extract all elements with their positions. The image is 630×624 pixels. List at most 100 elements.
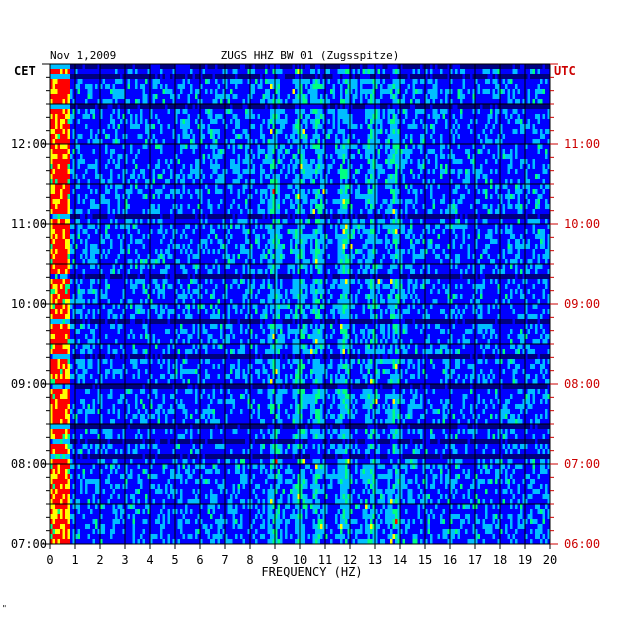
heatmap-cell xyxy=(450,74,453,80)
heatmap-cell xyxy=(525,89,528,95)
heatmap-cell xyxy=(62,124,66,130)
heatmap-cell xyxy=(140,109,143,115)
heatmap-cell xyxy=(230,169,233,175)
heatmap-cell xyxy=(422,124,426,130)
heatmap-cell xyxy=(175,149,178,155)
heatmap-cell xyxy=(322,99,326,105)
heatmap-cell xyxy=(330,64,333,70)
heatmap-cell xyxy=(332,164,336,170)
heatmap-cell xyxy=(237,154,241,160)
heatmap-cell xyxy=(332,134,336,140)
heatmap-cell xyxy=(352,159,356,165)
heatmap-cell xyxy=(490,124,493,130)
heatmap-cell xyxy=(210,164,213,170)
heatmap-cell xyxy=(437,109,441,115)
heatmap-cell xyxy=(137,164,141,170)
heatmap-cell xyxy=(245,114,248,120)
heatmap-cell xyxy=(152,64,156,70)
heatmap-cell xyxy=(357,184,361,190)
heatmap-cell xyxy=(137,79,141,85)
heatmap-cell xyxy=(80,119,83,125)
heatmap-cell xyxy=(370,179,373,185)
heatmap-cell xyxy=(322,119,326,125)
heatmap-cell xyxy=(175,179,178,185)
heatmap-cell xyxy=(245,109,248,115)
heatmap-cell xyxy=(100,94,103,100)
heatmap-cell xyxy=(277,164,281,170)
heatmap-cell xyxy=(67,184,71,190)
heatmap-cell xyxy=(65,119,68,125)
heatmap-cell xyxy=(147,99,151,105)
heatmap-cell xyxy=(320,169,323,175)
heatmap-cell xyxy=(145,169,148,175)
heatmap-cell xyxy=(280,149,283,155)
heatmap-cell xyxy=(525,139,528,145)
heatmap-cell xyxy=(445,129,448,135)
heatmap-cell xyxy=(100,144,103,150)
heatmap-cell xyxy=(345,89,348,95)
heatmap-cell xyxy=(82,84,86,90)
heatmap-cell xyxy=(475,99,478,105)
heatmap-cell xyxy=(475,104,478,110)
heatmap-cell xyxy=(202,104,206,110)
heatmap-cell xyxy=(350,89,353,95)
heatmap-cell xyxy=(362,179,366,185)
heatmap-cell xyxy=(165,79,168,85)
heatmap-cell xyxy=(167,114,171,120)
heatmap-cell xyxy=(465,119,468,125)
heatmap-cell xyxy=(230,184,233,190)
heatmap-cell xyxy=(400,184,403,190)
heatmap-cell xyxy=(180,134,183,140)
heatmap-cell xyxy=(437,169,441,175)
heatmap-cell xyxy=(507,69,511,75)
heatmap-cell xyxy=(487,89,491,95)
heatmap-cell xyxy=(512,124,516,130)
heatmap-cell xyxy=(92,159,96,165)
heatmap-cell xyxy=(362,79,366,85)
heatmap-cell xyxy=(422,144,426,150)
heatmap-cell xyxy=(207,109,211,115)
heatmap-cell xyxy=(102,159,106,165)
heatmap-cell xyxy=(110,79,113,85)
heatmap-cell xyxy=(505,109,508,115)
heatmap-cell xyxy=(520,129,523,135)
heatmap-cell xyxy=(92,64,96,70)
heatmap-cell xyxy=(65,109,68,115)
heatmap-cell xyxy=(350,164,353,170)
heatmap-cell xyxy=(160,64,163,70)
heatmap-cell xyxy=(397,104,401,110)
heatmap-cell xyxy=(217,149,221,155)
heatmap-cell xyxy=(540,149,543,155)
heatmap-cell xyxy=(65,174,68,180)
heatmap-cell xyxy=(240,94,243,100)
heatmap-cell xyxy=(277,149,281,155)
heatmap-cell xyxy=(365,134,368,140)
heatmap-cell xyxy=(507,134,511,140)
heatmap-cell xyxy=(285,184,288,190)
heatmap-cell xyxy=(65,179,68,185)
heatmap-cell xyxy=(290,114,293,120)
heatmap-cell xyxy=(475,139,478,145)
heatmap-cell xyxy=(382,184,386,190)
heatmap-cell xyxy=(75,84,78,90)
heatmap-cell xyxy=(270,179,273,185)
heatmap-cell xyxy=(260,144,263,150)
heatmap-cell xyxy=(495,164,498,170)
heatmap-cell xyxy=(342,174,346,180)
heatmap-cell xyxy=(362,74,366,80)
heatmap-cell xyxy=(180,129,183,135)
heatmap-cell xyxy=(90,79,93,85)
heatmap-cell xyxy=(75,99,78,105)
heatmap-cell xyxy=(420,164,423,170)
heatmap-cell xyxy=(50,104,53,110)
heatmap-cell xyxy=(390,139,393,145)
heatmap-cell xyxy=(145,129,148,135)
heatmap-cell xyxy=(165,69,168,75)
heatmap-cell xyxy=(282,114,286,120)
heatmap-cell xyxy=(372,129,376,135)
heatmap-cell xyxy=(240,64,243,70)
heatmap-cell xyxy=(55,149,58,155)
heatmap-cell xyxy=(107,134,111,140)
heatmap-cell xyxy=(387,64,391,70)
heatmap-cell xyxy=(500,64,503,70)
